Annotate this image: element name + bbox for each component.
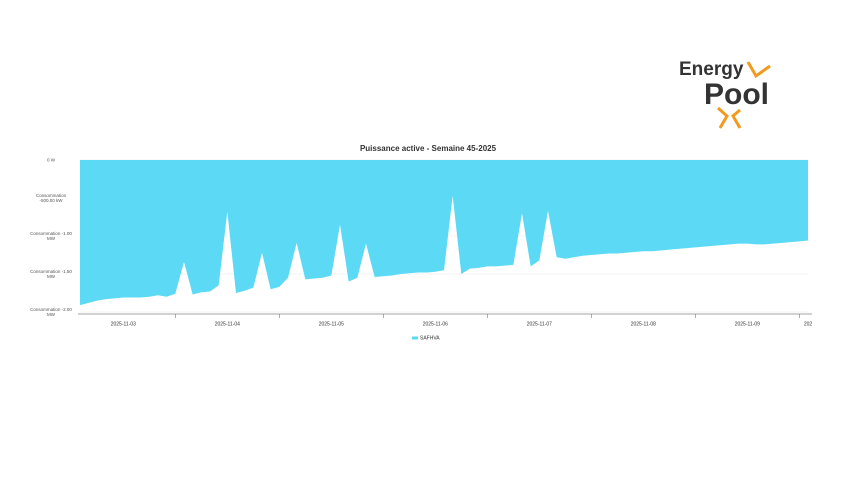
legend-swatch — [412, 336, 418, 340]
y-tick-label: Consommation -2.00 MW — [30, 307, 72, 317]
logo-text: Pool — [704, 78, 769, 111]
logo-text: Energy — [679, 59, 744, 80]
x-tick-label: 2025-11-04 — [215, 321, 240, 327]
y-tick-label: Consommation -1.50 MW — [30, 269, 72, 279]
x-tick-label: 2025-11-08 — [631, 321, 656, 327]
legend-label: SAFHVA — [420, 335, 440, 341]
x-tick-label: 202 — [804, 321, 813, 327]
y-tick-label: Consommation -1.00 MW — [30, 231, 72, 241]
logo-bolt — [746, 61, 771, 79]
y-tick-label: 0 W — [46, 157, 55, 163]
x-tick-label: 2025-11-05 — [319, 321, 344, 327]
x-tick-label: 2025-11-06 — [423, 321, 448, 327]
x-tick-label: 2025-11-09 — [735, 321, 760, 327]
y-tick-label: Consommation -500.00 kW — [35, 193, 67, 203]
area — [80, 160, 808, 306]
logo-bolt — [731, 108, 742, 129]
chart-title: Puissance active - Semaine 45-2025 — [360, 144, 497, 153]
x-tick-label: 2025-11-03 — [111, 321, 136, 327]
x-tick-label: 2025-11-07 — [527, 321, 552, 327]
logo: Energy Pool — [679, 59, 771, 129]
logo-bolt — [717, 106, 729, 129]
